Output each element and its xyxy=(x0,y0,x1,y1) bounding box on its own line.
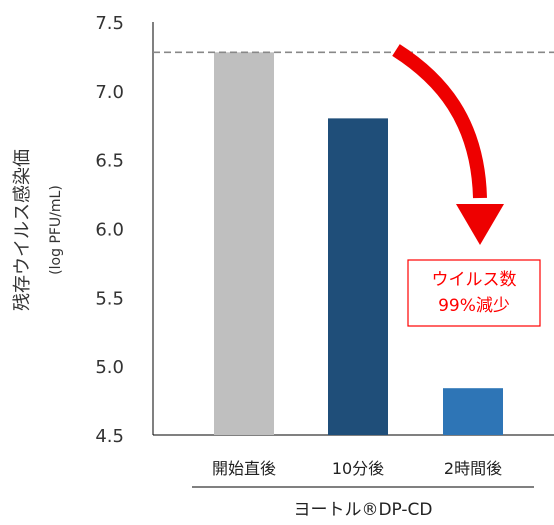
x-axis-label: ヨートル®DP-CD xyxy=(293,500,432,520)
bar xyxy=(214,52,274,435)
y-tick-label: 7.0 xyxy=(95,82,124,103)
x-tick-label: 10分後 xyxy=(332,459,384,478)
y-tick-labels: 4.5 5.0 5.5 6.0 6.5 7.0 7.5 xyxy=(95,13,124,447)
x-tick-label: 開始直後 xyxy=(212,459,276,478)
bar xyxy=(328,118,388,435)
x-tick-label: 2時間後 xyxy=(444,459,502,478)
annotation-line2: 99%減少 xyxy=(438,296,510,316)
y-axis-unit: (log PFU/mL) xyxy=(48,185,64,275)
y-tick-label: 6.0 xyxy=(95,220,124,241)
y-tick-label: 5.5 xyxy=(95,288,124,309)
bars xyxy=(214,52,503,435)
x-tick-labels: 開始直後 10分後 2時間後 xyxy=(212,459,502,478)
y-tick-label: 5.0 xyxy=(95,357,124,378)
y-axis-label: 残存ウイルス感染価 xyxy=(12,149,33,311)
y-tick-label: 6.5 xyxy=(95,151,124,172)
reduction-annotation: ウイルス数 99%減少 xyxy=(407,259,541,327)
annotation-line1: ウイルス数 xyxy=(432,270,517,290)
bar xyxy=(443,388,503,435)
reduction-arrow-icon xyxy=(392,44,504,245)
y-tick-label: 7.5 xyxy=(95,13,124,34)
y-tick-label: 4.5 xyxy=(95,426,124,447)
